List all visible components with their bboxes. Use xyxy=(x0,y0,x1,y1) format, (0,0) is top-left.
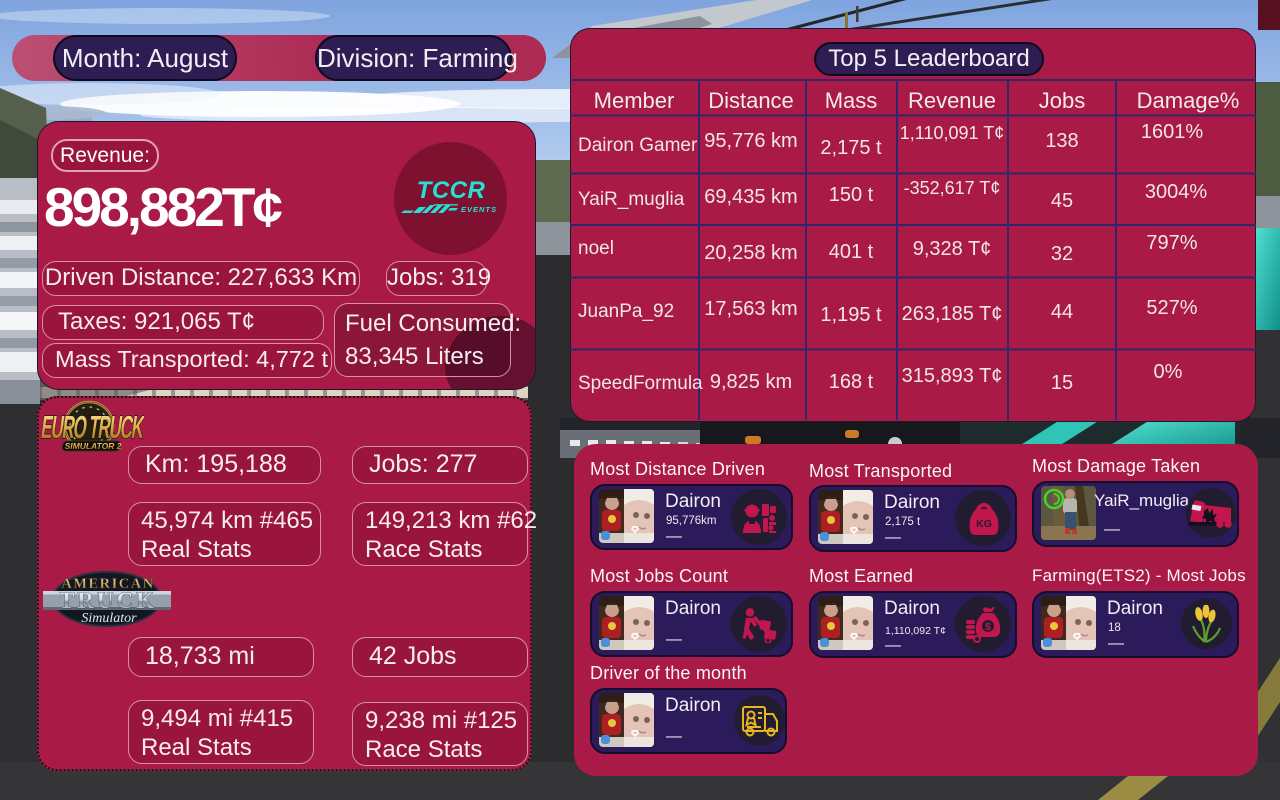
svg-text:-352,617 T¢: -352,617 T¢ xyxy=(904,178,1001,198)
svg-text:$: $ xyxy=(985,622,991,633)
svg-text:315,893 T¢: 315,893 T¢ xyxy=(902,365,1003,387)
svg-text:263,185 T¢: 263,185 T¢ xyxy=(902,303,1003,325)
svg-text:noel: noel xyxy=(578,238,614,259)
svg-text:797%: 797% xyxy=(1146,232,1197,254)
svg-text:1601%: 1601% xyxy=(1141,121,1203,143)
svg-text:AMERICAN: AMERICAN xyxy=(61,576,154,592)
svg-text:SIMULATOR 2: SIMULATOR 2 xyxy=(65,441,122,451)
svg-text:150 t: 150 t xyxy=(829,184,874,206)
svg-text:Mass: Mass xyxy=(825,88,878,113)
svg-text:9,825 km: 9,825 km xyxy=(710,371,792,393)
svg-text:TCCR: TCCR xyxy=(417,177,486,204)
svg-text:9,328 T¢: 9,328 T¢ xyxy=(913,238,992,260)
svg-text:1,110,091 T¢: 1,110,091 T¢ xyxy=(900,123,1004,143)
svg-text:Simulator: Simulator xyxy=(81,611,137,626)
svg-text:YaiR_muglia: YaiR_muglia xyxy=(578,189,685,210)
svg-text:JuanPa_92: JuanPa_92 xyxy=(578,301,674,322)
svg-text:0%: 0% xyxy=(1154,361,1183,383)
svg-text:Jobs: Jobs xyxy=(1039,88,1085,113)
svg-text:138: 138 xyxy=(1045,130,1078,152)
svg-text:45: 45 xyxy=(1051,190,1073,212)
svg-text:3004%: 3004% xyxy=(1145,181,1207,203)
svg-text:KG: KG xyxy=(976,518,992,530)
svg-text:TRUCK: TRUCK xyxy=(59,588,157,613)
svg-text:44: 44 xyxy=(1051,301,1073,323)
svg-text:Member: Member xyxy=(594,88,675,113)
svg-text:Revenue: Revenue xyxy=(908,88,996,113)
svg-text:1,195 t: 1,195 t xyxy=(820,304,882,326)
svg-text:401 t: 401 t xyxy=(829,241,874,263)
svg-text:20,258 km: 20,258 km xyxy=(704,242,797,264)
svg-text:95,776 km: 95,776 km xyxy=(704,130,797,152)
svg-text:527%: 527% xyxy=(1146,297,1197,319)
svg-text:168 t: 168 t xyxy=(829,371,874,393)
svg-text:32: 32 xyxy=(1051,243,1073,265)
svg-text:15: 15 xyxy=(1051,372,1073,394)
svg-text:EVENTS: EVENTS xyxy=(461,205,497,214)
svg-text:Damage%: Damage% xyxy=(1137,88,1240,113)
svg-text:Distance: Distance xyxy=(708,88,794,113)
svg-text:17,563 km: 17,563 km xyxy=(704,298,797,320)
svg-text:EURO TRUCK: EURO TRUCK xyxy=(39,411,144,446)
svg-text:SpeedFormula: SpeedFormula xyxy=(578,373,703,394)
svg-text:2,175 t: 2,175 t xyxy=(820,137,882,159)
svg-text:69,435 km: 69,435 km xyxy=(704,186,797,208)
svg-text:Dairon Gamer: Dairon Gamer xyxy=(578,135,698,156)
